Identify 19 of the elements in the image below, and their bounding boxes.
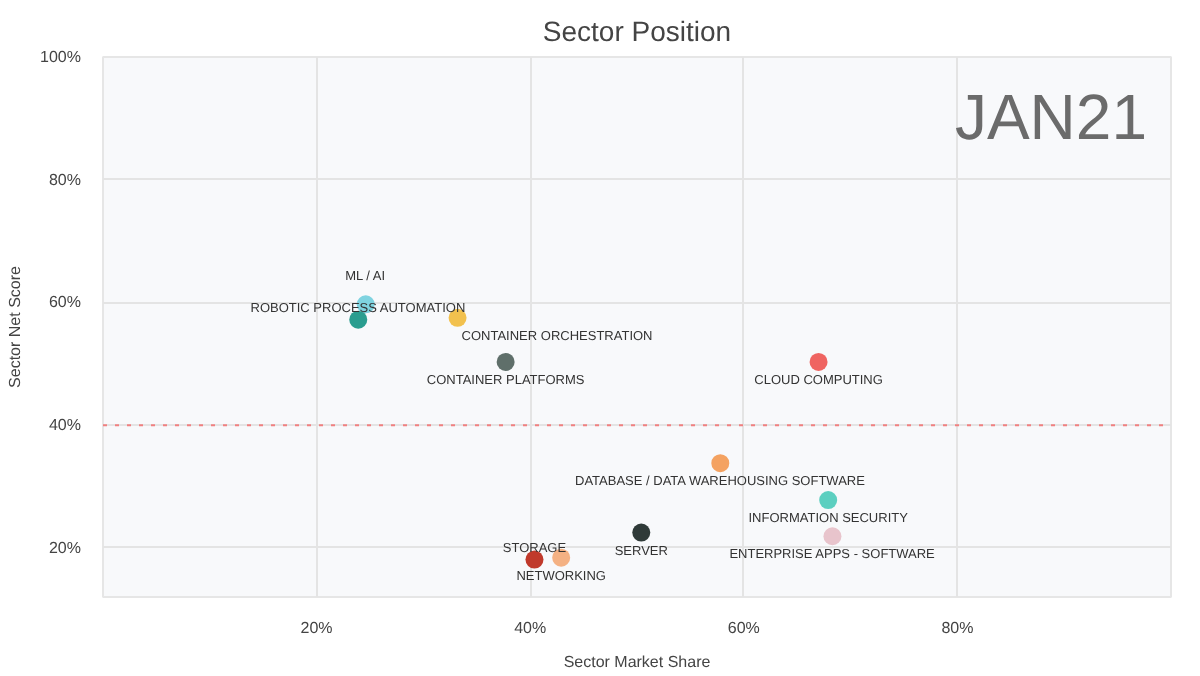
point [632, 523, 651, 542]
y-tick-label: 40% [48, 416, 82, 435]
y-tick-label: 60% [48, 293, 82, 312]
point [496, 353, 515, 371]
x-tick-label: 60% [727, 619, 760, 637]
point [823, 527, 842, 546]
point [819, 491, 838, 510]
x-axis-title: Sector Market Share [563, 653, 712, 671]
y-tick-label: 100% [40, 48, 82, 66]
x-tick-label: 20% [300, 619, 333, 637]
point [809, 353, 828, 371]
x-tick-label: 80% [941, 619, 974, 637]
point [711, 454, 730, 473]
y-tick-label: 20% [48, 538, 82, 557]
y-tick-label: 80% [48, 170, 82, 189]
x-tick-label: 40% [514, 619, 547, 637]
y-axis-title: Sector Net Score [6, 264, 25, 388]
annotation: JAN21 [954, 81, 1147, 153]
chart-title: Sector Position [542, 15, 732, 47]
